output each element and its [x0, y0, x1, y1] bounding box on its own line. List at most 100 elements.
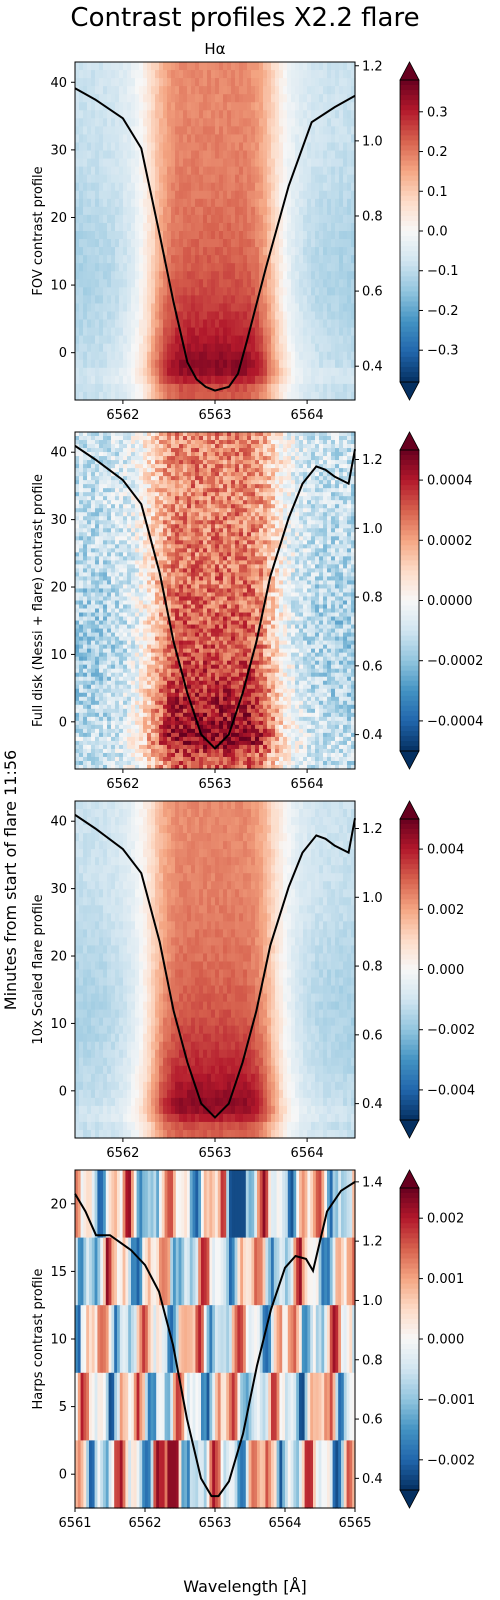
- right-y-tick-label: 1.4: [362, 1175, 383, 1190]
- colorbar-tick-label: −0.0004: [427, 714, 483, 729]
- panel-2: 0 10 20 30 40 6562 6563 6564 0.4 0.6 0.8 1.0 1.2 Full…: [31, 431, 483, 792]
- x-tick-label: 6563: [198, 408, 231, 423]
- y-tick-label: 40: [50, 76, 67, 91]
- right-y-tick-label: 1.0: [362, 134, 383, 149]
- colorbar-tick-label: −0.004: [427, 1083, 475, 1098]
- x-tick-label: 6563: [198, 1516, 231, 1531]
- x-tick-label: 6562: [106, 408, 139, 423]
- panel-y-label: 10x Scaled flare profile: [31, 894, 46, 1044]
- profile-line: [74, 444, 356, 750]
- colorbar: −0.004 −0.002 0.000 0.002 0.004: [399, 800, 475, 1139]
- right-y-tick-label: 1.0: [362, 891, 383, 906]
- panel-y-label: Harps contrast profile: [31, 1268, 46, 1409]
- x-tick-label: 6562: [106, 777, 139, 792]
- profile-line: [74, 1181, 356, 1498]
- colorbar-tick-label: 0.001: [427, 1272, 464, 1287]
- y-tick-label: 30: [50, 513, 67, 528]
- right-y-tick-label: 0.6: [362, 1028, 383, 1043]
- panel-1: Hα 0 10 20 30 40 6562 6563 6564 0.4 0.6 0.8 1.0 1.2 FO…: [31, 40, 459, 423]
- y-tick-label: 0: [59, 1468, 67, 1483]
- colorbar-tick-label: −0.2: [427, 304, 459, 319]
- right-y-tick-label: 1.0: [362, 1294, 383, 1309]
- colorbar-tick-label: 0.002: [427, 1212, 464, 1227]
- right-y-tick-label: 0.6: [362, 659, 383, 674]
- colorbar-tick-label: −0.001: [427, 1393, 475, 1408]
- colorbar-extend-max: [399, 800, 420, 820]
- panel-4: 0 5 10 15 20 6561 6562 6563 6564 6565 0.4 0.6 0.8 1.0…: [31, 1169, 475, 1531]
- right-y-tick-label: 1.0: [362, 522, 383, 537]
- colorbar-tick-label: −0.002: [427, 1023, 475, 1038]
- colorbar-extend-min: [399, 381, 420, 401]
- x-tick-label: 6564: [291, 1146, 324, 1161]
- colorbar: −0.0004 −0.0002 0.0000 0.0002 0.0004: [399, 431, 483, 770]
- panel-y-label: FOV contrast profile: [31, 166, 46, 295]
- heatmap-image: [75, 432, 356, 770]
- right-y-tick-label: 0.8: [362, 1353, 383, 1368]
- right-y-tick-label: 0.4: [362, 1472, 383, 1487]
- colorbar-tick-label: 0.0004: [427, 474, 473, 489]
- x-tick-label: 6564: [268, 1516, 301, 1531]
- y-tick-label: 10: [50, 279, 67, 294]
- colorbar-tick-label: −0.1: [427, 264, 459, 279]
- colorbar-tick-label: 0.002: [427, 903, 464, 918]
- figure-title: Contrast profiles X2.2 flare: [70, 3, 419, 33]
- heatmap-image: [75, 801, 356, 1139]
- colorbar-tick-label: 0.3: [427, 105, 448, 120]
- right-y-tick-label: 1.2: [362, 1235, 383, 1250]
- colorbar: −0.3 −0.2 −0.1 0.0 0.1 0.2 0.3: [399, 61, 459, 401]
- y-tick-label: 40: [50, 815, 67, 830]
- y-tick-label: 10: [50, 1333, 67, 1348]
- heatmap-image: [75, 62, 356, 401]
- right-y-tick-label: 0.4: [362, 360, 383, 375]
- colorbar-tick-label: 0.0002: [427, 534, 473, 549]
- colorbar-tick-label: 0.0000: [427, 594, 473, 609]
- colorbar-tick-label: 0.004: [427, 843, 464, 858]
- x-tick-label: 6564: [291, 408, 324, 423]
- y-tick-label: 0: [59, 346, 67, 361]
- profile-line: [74, 813, 356, 1119]
- y-tick-label: 20: [50, 950, 67, 965]
- colorbar: −0.002 −0.001 0.000 0.001 0.002: [399, 1169, 475, 1509]
- y-tick-label: 0: [59, 715, 67, 730]
- colorbar-extend-max: [399, 61, 420, 81]
- panel-title: Hα: [204, 40, 225, 58]
- x-tick-label: 6565: [338, 1516, 371, 1531]
- y-tick-label: 5: [59, 1400, 67, 1415]
- y-tick-label: 30: [50, 143, 67, 158]
- y-tick-label: 0: [59, 1084, 67, 1099]
- right-y-tick-label: 0.8: [362, 209, 383, 224]
- y-tick-label: 20: [50, 581, 67, 596]
- x-tick-label: 6561: [58, 1516, 91, 1531]
- colorbar-extend-min: [399, 1489, 420, 1509]
- colorbar-tick-label: −0.3: [427, 344, 459, 359]
- colorbar-tick-label: 0.000: [427, 1333, 464, 1348]
- panels: Hα 0 10 20 30 40 6562 6563 6564 0.4 0.6 0.8 1.0 1.2 FO…: [31, 40, 483, 1531]
- x-tick-label: 6562: [106, 1146, 139, 1161]
- right-y-tick-label: 1.2: [362, 453, 383, 468]
- right-y-tick-label: 0.8: [362, 591, 383, 606]
- y-tick-label: 10: [50, 1017, 67, 1032]
- colorbar-tick-label: 0.2: [427, 145, 448, 160]
- right-y-tick-label: 1.2: [362, 59, 383, 74]
- x-tick-label: 6563: [198, 1146, 231, 1161]
- right-y-tick-label: 0.4: [362, 1097, 383, 1112]
- colorbar-tick-label: −0.0002: [427, 654, 483, 669]
- panel-3: 0 10 20 30 40 6562 6563 6564 0.4 0.6 0.8 1.0 1.2 10x …: [31, 800, 475, 1161]
- right-y-tick-label: 0.4: [362, 728, 383, 743]
- colorbar-extend-max: [399, 431, 420, 451]
- profile-line: [74, 87, 356, 392]
- colorbar-tick-label: 0.000: [427, 963, 464, 978]
- y-tick-label: 20: [50, 1197, 67, 1212]
- right-y-tick-label: 0.8: [362, 960, 383, 975]
- y-tick-label: 10: [50, 648, 67, 663]
- x-tick-label: 6564: [291, 777, 324, 792]
- right-y-tick-label: 0.6: [362, 285, 383, 300]
- right-y-tick-label: 1.2: [362, 822, 383, 837]
- colorbar-tick-label: 0.0: [427, 225, 448, 240]
- colorbar-tick-label: 0.1: [427, 185, 448, 200]
- shared-x-axis-label: Wavelength [Å]: [183, 1577, 306, 1596]
- y-tick-label: 20: [50, 211, 67, 226]
- x-tick-label: 6563: [198, 777, 231, 792]
- colorbar-extend-min: [399, 750, 420, 770]
- panel-y-label: Full disk (Nessi + flare) contrast profi…: [31, 474, 46, 727]
